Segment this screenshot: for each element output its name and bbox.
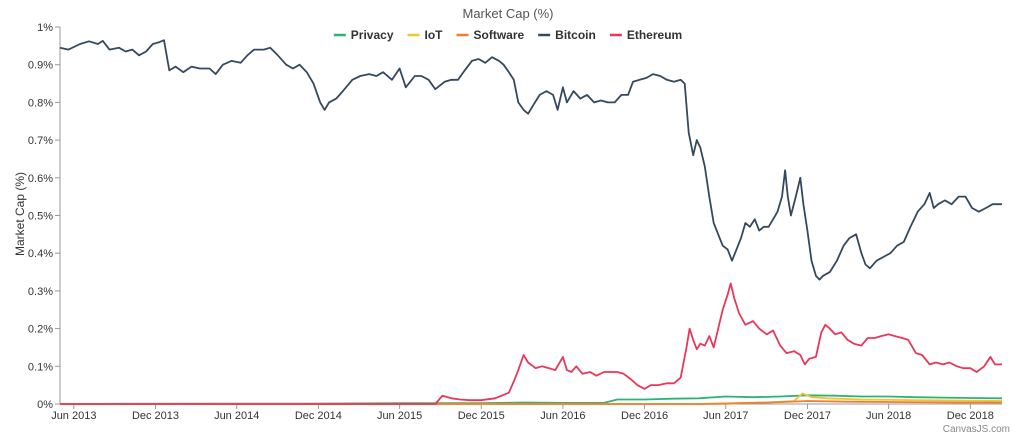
x-tick-label: Jun 2013	[51, 410, 96, 422]
x-tick-label: Dec 2017	[784, 410, 831, 422]
y-axis: 0% 0.1% 0.2% 0.3% 0.4% 0.5% 0.6% 0.7% 0.8% 0.9% 1%	[28, 22, 61, 411]
y-tick-label: 0.2%	[28, 324, 53, 336]
legend-label: Ethereum	[627, 28, 682, 42]
chart-credit: CanvasJS.com	[943, 424, 1010, 435]
legend-item-ethereum[interactable]: Ethereum	[609, 28, 682, 42]
y-tick-label: 0.4%	[28, 248, 53, 260]
series-lines	[59, 39, 1003, 405]
y-tick-label: 0.7%	[28, 135, 53, 147]
legend-label: Bitcoin	[555, 28, 596, 42]
x-tick-label: Dec 2013	[132, 410, 179, 422]
series-line-bitcoin	[59, 39, 1002, 281]
x-tick-label: Jun 2016	[540, 410, 585, 422]
series-line-ethereum	[60, 282, 1002, 405]
y-tick-label: 0.6%	[28, 173, 53, 185]
legend-item-software[interactable]: Software	[456, 28, 525, 42]
y-axis-label: Market Cap (%)	[13, 172, 27, 256]
x-tick-label: Dec 2014	[295, 410, 342, 422]
y-tick-label: 0.1%	[28, 361, 53, 373]
legend-item-iot[interactable]: IoT	[407, 28, 444, 42]
chart-title: Market Cap (%)	[462, 6, 553, 21]
y-tick-label: 0.8%	[28, 97, 53, 109]
legend-label: Privacy	[351, 28, 394, 42]
legend-label: Software	[474, 28, 525, 42]
x-tick-label: Jun 2014	[214, 410, 259, 422]
legend-item-bitcoin[interactable]: Bitcoin	[538, 28, 596, 42]
series-line-software	[60, 400, 1002, 405]
chart-legend: Privacy IoT Software Bitcoin Ethereum	[333, 28, 682, 42]
x-axis: Jun 2013 Dec 2013 Jun 2014 Dec 2014 Jun 2015…	[51, 403, 1002, 422]
y-tick-label: 1%	[37, 22, 53, 34]
x-tick-label: Dec 2016	[621, 410, 668, 422]
legend-label: IoT	[425, 28, 444, 42]
x-tick-label: Dec 2015	[458, 410, 505, 422]
legend-item-privacy[interactable]: Privacy	[333, 28, 394, 42]
x-tick-label: Dec 2018	[947, 410, 994, 422]
y-tick-label: 0%	[37, 399, 53, 411]
x-tick-label: Jun 2018	[866, 410, 911, 422]
y-tick-label: 0.9%	[28, 60, 53, 72]
y-tick-label: 0.5%	[28, 211, 53, 223]
y-tick-label: 0.3%	[28, 286, 53, 298]
x-tick-label: Jun 2017	[703, 410, 748, 422]
x-tick-label: Jun 2015	[377, 410, 422, 422]
